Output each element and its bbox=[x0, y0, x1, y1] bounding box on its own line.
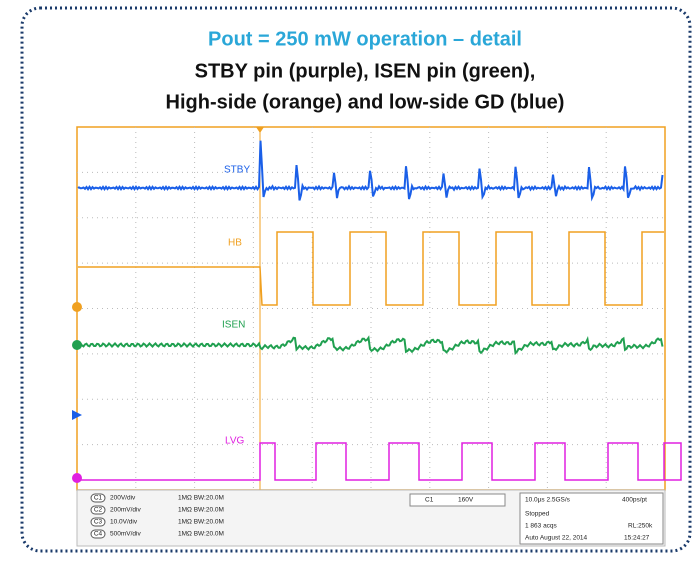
acq-state: Stopped bbox=[525, 511, 550, 518]
channel-coupling: 1MΩ BW:20.0M bbox=[178, 531, 224, 538]
acq-timebase: 10.0µs 2.5GS/s bbox=[525, 497, 571, 504]
acq-mode-date: Auto August 22, 2014 bbox=[525, 535, 588, 542]
channel-marker bbox=[72, 340, 82, 350]
trigger-level: 160V bbox=[458, 497, 474, 504]
channel-scale: 10.0V/div bbox=[110, 519, 138, 526]
channel-id: C3 bbox=[94, 519, 103, 526]
channel-coupling: 1MΩ BW:20.0M bbox=[178, 495, 224, 502]
page: Pout = 250 mW operation – detail STBY pi… bbox=[0, 0, 700, 559]
subtitle: STBY pin (purple), ISEN pin (green), bbox=[195, 60, 536, 82]
channel-scale: 200V/div bbox=[110, 495, 136, 502]
channel-coupling: 1MΩ BW:20.0M bbox=[178, 507, 224, 514]
subtitle: High-side (orange) and low-side GD (blue… bbox=[166, 91, 565, 113]
channel-id: C2 bbox=[94, 507, 103, 514]
channel-scale: 500mV/div bbox=[110, 531, 141, 538]
channel-label: HB bbox=[228, 238, 242, 249]
channel-id: C1 bbox=[94, 495, 103, 502]
trigger-source: C1 bbox=[425, 497, 434, 504]
channel-marker bbox=[72, 473, 82, 483]
channel-id: C4 bbox=[94, 531, 103, 538]
acq-resolution: 400ps/pt bbox=[622, 497, 647, 504]
acq-record: RL:250k bbox=[628, 523, 653, 530]
acq-time: 15:24:27 bbox=[624, 535, 650, 542]
channel-label: LVG bbox=[225, 436, 244, 447]
channel-label: ISEN bbox=[222, 320, 245, 331]
acq-acqs: 1 863 acqs bbox=[525, 523, 558, 530]
channel-label: STBY bbox=[224, 165, 250, 176]
channel-scale: 200mV/div bbox=[110, 507, 141, 514]
channel-coupling: 1MΩ BW:20.0M bbox=[178, 519, 224, 526]
channel-marker bbox=[72, 302, 82, 312]
title: Pout = 250 mW operation – detail bbox=[208, 28, 522, 50]
